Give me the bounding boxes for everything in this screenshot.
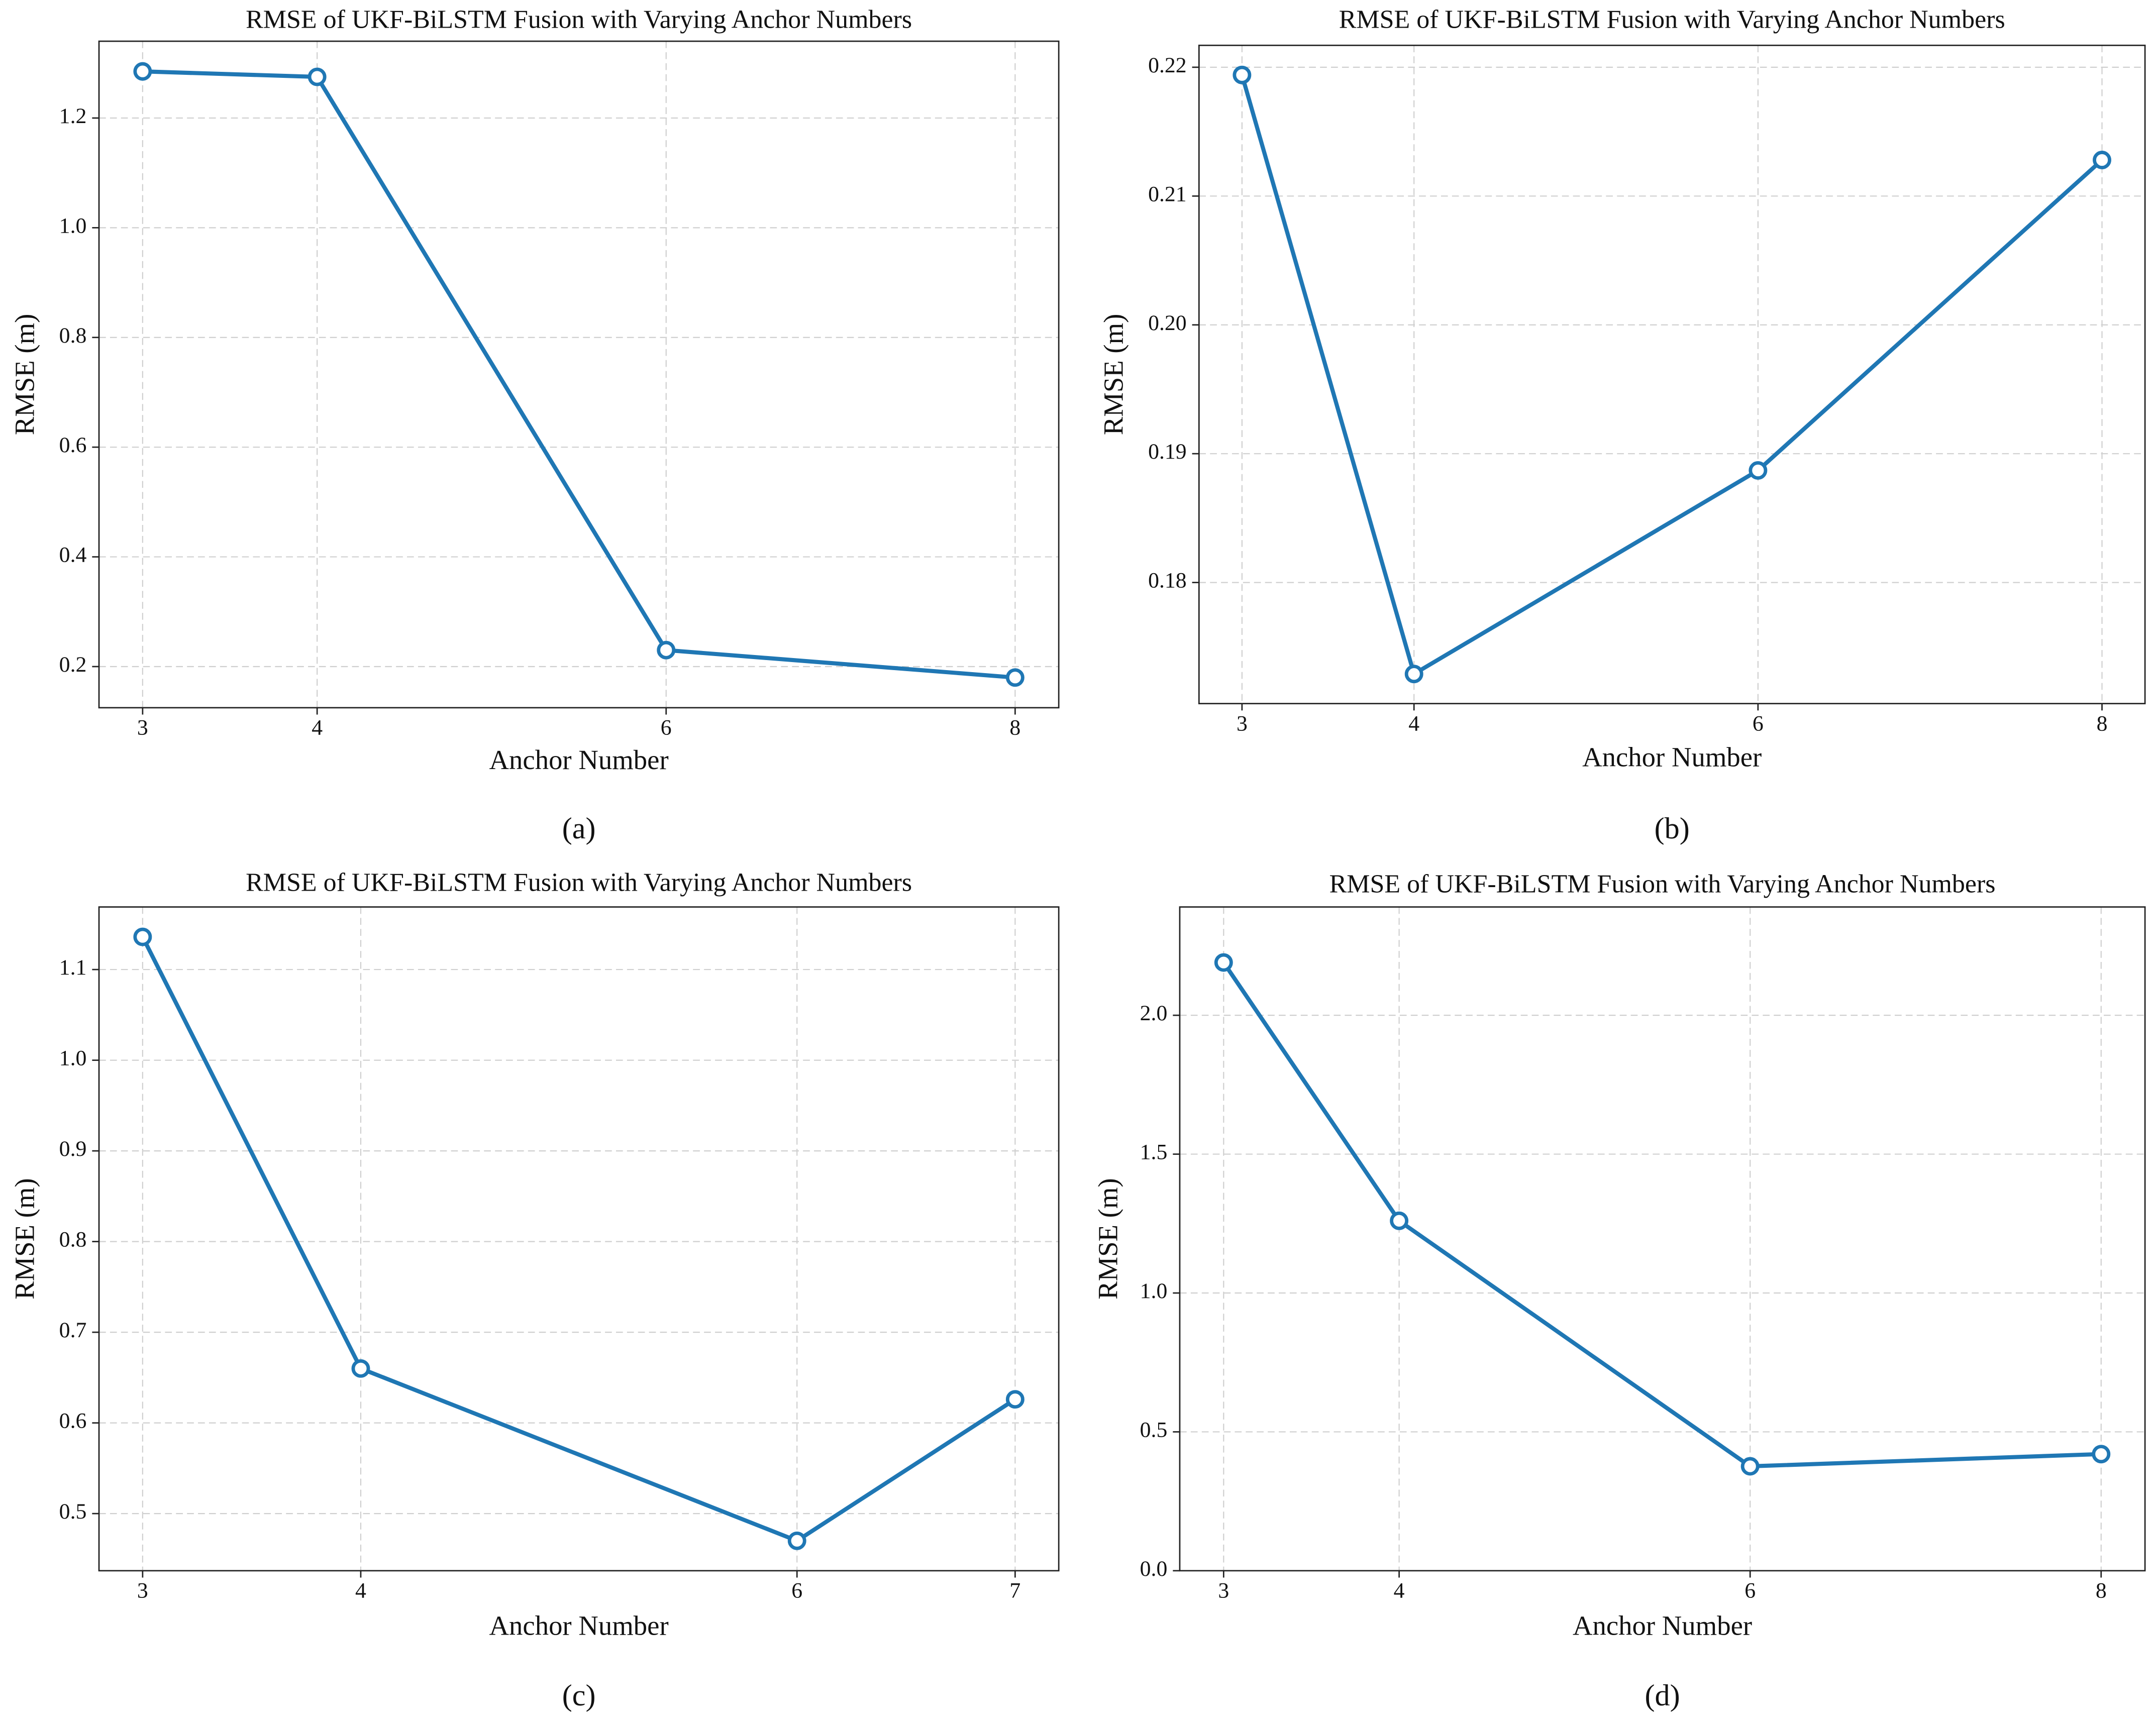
data-point: [1233, 65, 1252, 84]
x-axis-label: Anchor Number: [1573, 1610, 1752, 1641]
y-axis-label: RMSE (m): [1098, 314, 1129, 436]
y-tick-label: 0.8: [59, 323, 87, 348]
y-tick-label: 0.0: [1140, 1557, 1168, 1581]
y-tick-label: 0.22: [1148, 53, 1187, 77]
data-line: [1240, 74, 2104, 677]
plot-frame: [1198, 44, 2146, 705]
x-tick-label: 6: [791, 1579, 802, 1603]
data-point: [1404, 665, 1423, 684]
y-tick-label: 0.19: [1148, 440, 1187, 464]
y-tick-label: 1.0: [59, 1046, 87, 1070]
x-tick-label: 4: [1394, 1579, 1405, 1603]
x-tick-label: 3: [137, 716, 148, 740]
plot-frame: [98, 906, 1060, 1572]
x-tick-label: 6: [1744, 1579, 1756, 1603]
y-tick-label: 1.5: [1140, 1140, 1168, 1164]
chart-title: RMSE of UKF-BiLSTM Fusion with Varying A…: [1339, 6, 2005, 34]
x-tick-label: 4: [1408, 711, 1419, 735]
y-tick-label: 0.6: [59, 1409, 87, 1433]
chart-panel: RMSE of UKF-BiLSTM Fusion with Varying A…: [1093, 870, 2146, 1712]
data-point: [133, 927, 152, 946]
y-tick-label: 1.0: [59, 213, 87, 238]
y-tick-label: 0.4: [59, 543, 87, 567]
y-tick-label: 0.5: [59, 1499, 87, 1524]
x-tick-label: 3: [1218, 1579, 1229, 1603]
data-point: [307, 67, 327, 86]
data-point: [657, 640, 676, 660]
panel-label: (a): [562, 812, 596, 845]
x-tick-label: 8: [2096, 1579, 2107, 1603]
chart-title: RMSE of UKF-BiLSTM Fusion with Varying A…: [1329, 870, 1996, 898]
data-point: [1749, 461, 1768, 480]
y-tick-label: 1.2: [59, 104, 87, 128]
x-tick-label: 3: [137, 1579, 148, 1603]
x-axis-label: Anchor Number: [1582, 741, 1762, 772]
data-point: [1740, 1457, 1760, 1476]
y-tick-label: 0.20: [1148, 311, 1187, 335]
y-axis-label: RMSE (m): [9, 314, 40, 436]
x-tick-label: 7: [1009, 1579, 1020, 1603]
y-tick-label: 0.6: [59, 433, 87, 457]
x-tick-label: 4: [312, 716, 323, 740]
x-tick-label: 4: [355, 1579, 366, 1603]
y-tick-label: 0.18: [1148, 569, 1187, 593]
data-point: [351, 1359, 370, 1378]
chart-panel: RMSE of UKF-BiLSTM Fusion with Varying A…: [9, 869, 1060, 1712]
data-line: [1221, 961, 2101, 1469]
x-axis-label: Anchor Number: [489, 744, 669, 775]
x-tick-label: 6: [1753, 711, 1764, 735]
chart-panel: RMSE of UKF-BiLSTM Fusion with Varying A…: [1098, 6, 2146, 845]
panel-label: (c): [562, 1679, 596, 1712]
y-tick-label: 2.0: [1140, 1001, 1168, 1025]
data-point: [1214, 953, 1233, 972]
y-tick-label: 1.1: [59, 955, 87, 980]
x-axis-label: Anchor Number: [489, 1610, 669, 1641]
chart-panel: RMSE of UKF-BiLSTM Fusion with Varying A…: [9, 6, 1060, 845]
y-tick-label: 0.7: [59, 1318, 87, 1342]
y-tick-label: 0.21: [1148, 182, 1187, 206]
data-point: [2092, 1445, 2111, 1464]
plot-frame: [1179, 906, 2146, 1572]
y-axis-label: RMSE (m): [9, 1178, 40, 1300]
y-tick-label: 0.5: [1140, 1418, 1168, 1442]
data-point: [1005, 1390, 1024, 1409]
chart-title: RMSE of UKF-BiLSTM Fusion with Varying A…: [246, 869, 912, 897]
chart-title: RMSE of UKF-BiLSTM Fusion with Varying A…: [246, 6, 912, 34]
plot-frame: [98, 40, 1060, 709]
data-point: [787, 1531, 806, 1550]
x-tick-label: 8: [1009, 716, 1020, 740]
x-tick-label: 8: [2097, 711, 2108, 735]
data-line: [142, 69, 1015, 680]
data-point: [2093, 151, 2111, 169]
data-line: [141, 936, 1016, 1543]
x-tick-label: 6: [661, 716, 672, 740]
data-point: [1390, 1211, 1409, 1230]
y-tick-label: 1.0: [1140, 1279, 1168, 1303]
y-tick-label: 0.8: [59, 1228, 87, 1252]
panel-label: (b): [1655, 812, 1690, 845]
panel-label: (d): [1645, 1679, 1680, 1712]
data-point: [1005, 668, 1024, 687]
data-point: [133, 62, 152, 81]
y-axis-label: RMSE (m): [1093, 1178, 1123, 1300]
y-tick-label: 0.9: [59, 1137, 87, 1161]
x-tick-label: 3: [1237, 711, 1248, 735]
y-tick-label: 0.2: [59, 653, 87, 677]
